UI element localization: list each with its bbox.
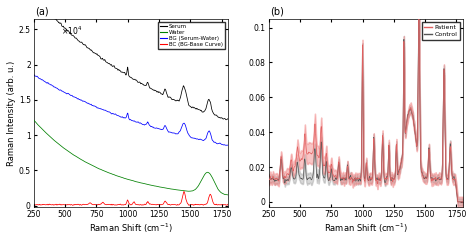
BC (BG-Base Curve) bbox=[225, 203, 231, 206]
Line: BG (Serum-Water): BG (Serum-Water) bbox=[34, 74, 228, 145]
X-axis label: Raman Shift (cm$^{-1}$): Raman Shift (cm$^{-1}$) bbox=[89, 222, 173, 235]
Water bbox=[31, 118, 36, 121]
Legend: Patient, Control: Patient, Control bbox=[422, 22, 460, 39]
BC (BG-Base Curve) bbox=[56, 203, 62, 206]
Serum bbox=[225, 117, 231, 120]
BG (Serum-Water) bbox=[224, 144, 229, 147]
BC (BG-Base Curve) bbox=[181, 190, 187, 193]
BC (BG-Base Curve) bbox=[133, 203, 139, 206]
Water bbox=[56, 143, 62, 146]
BC (BG-Base Curve) bbox=[31, 203, 36, 205]
Water bbox=[225, 193, 231, 196]
Serum bbox=[223, 118, 229, 121]
Text: (b): (b) bbox=[271, 7, 284, 17]
BC (BG-Base Curve) bbox=[64, 204, 69, 206]
Water bbox=[64, 148, 69, 151]
BG (Serum-Water) bbox=[133, 121, 138, 123]
Line: Water: Water bbox=[34, 120, 228, 195]
BG (Serum-Water) bbox=[56, 89, 62, 92]
BC (BG-Base Curve) bbox=[70, 204, 76, 207]
BG (Serum-Water) bbox=[96, 107, 102, 110]
Water bbox=[115, 175, 121, 178]
X-axis label: Raman Shift (cm$^{-1}$): Raman Shift (cm$^{-1}$) bbox=[324, 222, 408, 235]
Water bbox=[96, 167, 102, 170]
Legend: Serum, Water, BG (Serum-Water), BC (BG-Base Curve): Serum, Water, BG (Serum-Water), BC (BG-B… bbox=[158, 22, 225, 49]
BG (Serum-Water) bbox=[64, 92, 69, 95]
Text: $\times 10^4$: $\times 10^4$ bbox=[61, 24, 82, 37]
Serum bbox=[96, 54, 102, 57]
Text: (a): (a) bbox=[36, 7, 49, 17]
Serum bbox=[64, 28, 69, 31]
BG (Serum-Water) bbox=[115, 114, 121, 117]
Serum bbox=[115, 69, 121, 72]
Serum bbox=[137, 81, 143, 83]
Water bbox=[137, 181, 143, 184]
Serum bbox=[133, 79, 138, 82]
Y-axis label: Raman Intensity (arb. u.): Raman Intensity (arb. u.) bbox=[7, 60, 16, 166]
Line: Serum: Serum bbox=[34, 0, 228, 120]
Line: BC (BG-Base Curve): BC (BG-Base Curve) bbox=[34, 192, 228, 205]
BG (Serum-Water) bbox=[137, 121, 143, 124]
BG (Serum-Water) bbox=[225, 144, 231, 146]
BG (Serum-Water) bbox=[31, 73, 36, 76]
BC (BG-Base Curve) bbox=[115, 203, 121, 206]
Serum bbox=[56, 21, 62, 24]
BC (BG-Base Curve) bbox=[137, 203, 143, 206]
BC (BG-Base Curve) bbox=[96, 203, 102, 206]
Water bbox=[133, 180, 138, 183]
